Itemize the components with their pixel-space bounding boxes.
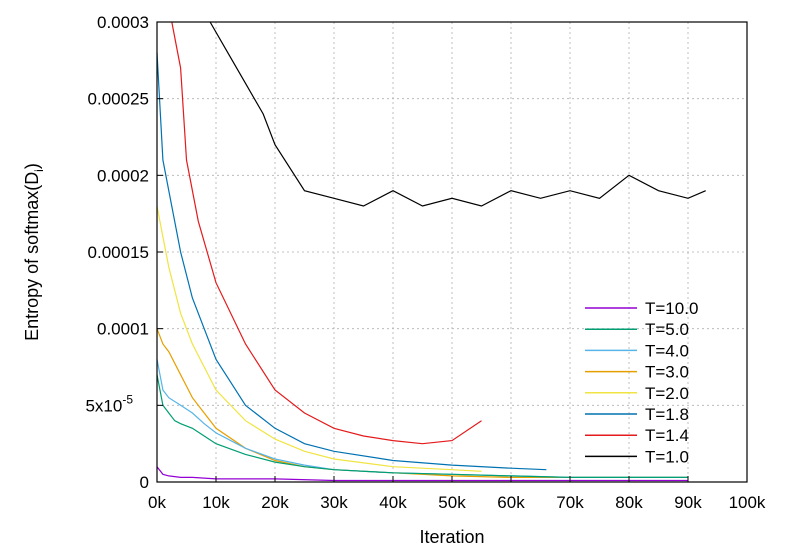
x-axis-title: Iteration [419, 527, 484, 547]
series-line-T=1.8 [156, 52, 547, 471]
y-tick-label: 5x10-5 [85, 392, 133, 415]
legend-label: T=3.0 [645, 363, 689, 382]
legend-label: T=10.0 [645, 299, 698, 318]
legend-label: T=1.8 [645, 405, 689, 424]
x-tick-label: 100k [729, 493, 766, 512]
y-tick-label: 0.0003 [97, 13, 149, 32]
x-tick-label: 60k [497, 493, 525, 512]
x-tick-label: 0k [148, 493, 166, 512]
x-tick-label: 90k [674, 493, 702, 512]
y-axis-title: Entropy of softmax(Di) [22, 163, 46, 341]
y-tick-label: 0.00015 [88, 243, 149, 262]
legend: T=10.0 T=5.0 T=4.0 T=3.0 T=2.0 T=1.8 T=1.4 T=1.… [585, 299, 698, 466]
legend-label: T=1.4 [645, 426, 689, 445]
y-tick-labels: 0 5x10-5 0.0001 0.00015 0.0002 0.00025 0.0003 [85, 13, 163, 492]
y-tick-label: 0.0001 [97, 320, 149, 339]
x-tick-label: 50k [438, 493, 466, 512]
series-line-T=3.0 [156, 328, 688, 478]
series-line-T=2.0 [156, 205, 482, 472]
legend-label: T=1.0 [645, 447, 689, 466]
x-tick-label: 30k [320, 493, 348, 512]
y-tick-label: 0 [140, 473, 149, 492]
x-tick-label: 10k [202, 493, 230, 512]
x-tick-labels: 0k 10k 20k 30k 40k 50k 60k 70k 80k 90k 100k [148, 476, 766, 512]
series-lines [156, 21, 706, 482]
x-tick-label: 70k [556, 493, 584, 512]
series-line-T=10.0 [156, 466, 688, 482]
legend-label: T=2.0 [645, 384, 689, 403]
grid-lines [157, 22, 747, 482]
y-tick-label: 0.00025 [88, 90, 149, 109]
series-line-T=1.0 [209, 21, 706, 207]
legend-label: T=4.0 [645, 341, 689, 360]
y-tick-label: 0.0002 [97, 166, 149, 185]
series-line-T=5.0 [156, 374, 688, 478]
series-line-T=1.4 [171, 21, 482, 445]
x-tick-label: 20k [261, 493, 289, 512]
series-line-T=4.0 [156, 359, 688, 478]
x-tick-label: 40k [379, 493, 407, 512]
legend-label: T=5.0 [645, 320, 689, 339]
x-tick-label: 80k [615, 493, 643, 512]
